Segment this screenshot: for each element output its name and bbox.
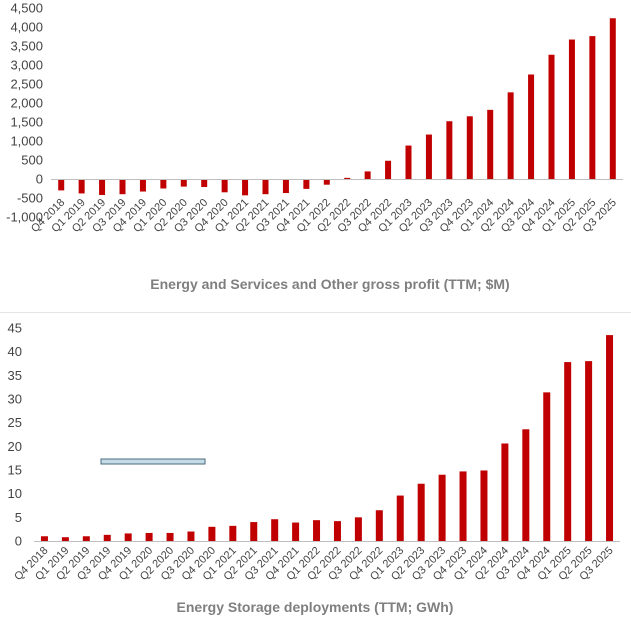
- y-tick-label: 10: [8, 486, 22, 501]
- bar: [396, 495, 404, 541]
- bar: [354, 517, 362, 541]
- bar: [425, 134, 432, 179]
- bar: [364, 171, 371, 179]
- y-tick-label: 2,500: [10, 77, 43, 92]
- y-tick-label: 5: [15, 510, 22, 525]
- bar: [438, 474, 446, 541]
- bar: [501, 443, 509, 541]
- bar: [589, 36, 596, 180]
- bar: [405, 145, 412, 179]
- bar: [568, 39, 575, 179]
- y-tick-label: 4,000: [10, 20, 43, 35]
- bar: [543, 392, 551, 541]
- bar: [61, 537, 69, 541]
- bar: [466, 116, 473, 179]
- y-tick-label: 1,000: [10, 134, 43, 149]
- bar: [119, 179, 126, 195]
- bar: [446, 121, 453, 179]
- bar: [99, 179, 106, 195]
- bar: [40, 536, 48, 541]
- bar: [82, 536, 90, 541]
- bar: [344, 177, 351, 179]
- bar: [103, 534, 111, 541]
- bar: [313, 520, 321, 541]
- bar: [417, 483, 425, 541]
- bar: [58, 179, 65, 191]
- gross-profit-chart: -1,000 -500 0 500 1,000 1,500 2,000 2,500 3,000 3…: [6, 1, 623, 292]
- bar: [480, 470, 488, 541]
- y-axis-ticks: 0 5 10 15 20 25 30 35 40 45: [8, 321, 22, 549]
- bar: [585, 361, 593, 541]
- y-tick-label: 25: [8, 415, 22, 430]
- bar: [78, 179, 85, 194]
- bar: [487, 109, 494, 179]
- bar: [208, 526, 216, 541]
- y-tick-label: 20: [8, 439, 22, 454]
- y-tick-label: 2,000: [10, 96, 43, 111]
- bar: [201, 179, 208, 187]
- bar: [292, 522, 300, 541]
- y-axis-ticks: -1,000 -500 0 500 1,000 1,500 2,000 2,500 3,000 3…: [6, 1, 43, 225]
- bar: [459, 471, 467, 541]
- bar: [262, 179, 269, 195]
- y-tick-label: 500: [21, 153, 43, 168]
- y-tick-label: 0: [36, 172, 43, 187]
- y-tick-label: 3,500: [10, 39, 43, 54]
- y-tick-label: -500: [17, 191, 43, 206]
- y-tick-label: 35: [8, 368, 22, 383]
- bar: [242, 179, 249, 196]
- y-tick-label: -1,000: [6, 210, 43, 225]
- chart-title: Energy and Services and Other gross prof…: [150, 276, 509, 292]
- y-tick-label: 0: [15, 534, 22, 549]
- y-tick-label: 4,500: [10, 1, 43, 16]
- bar: [139, 179, 146, 192]
- y-tick-label: 3,000: [10, 58, 43, 73]
- bars: [58, 18, 616, 196]
- y-tick-label: 15: [8, 463, 22, 478]
- bar: [303, 179, 310, 189]
- bar: [160, 179, 167, 189]
- bars: [40, 335, 614, 541]
- bar: [124, 533, 132, 541]
- bar: [548, 54, 555, 179]
- bar: [282, 179, 289, 194]
- y-tick-label: 30: [8, 392, 22, 407]
- y-tick-label: 1,500: [10, 115, 43, 130]
- bar: [606, 335, 614, 541]
- bar: [564, 362, 572, 541]
- legend-swatch: [100, 458, 206, 465]
- bar: [323, 179, 330, 185]
- bar: [375, 510, 383, 541]
- bar: [528, 74, 535, 179]
- bar: [229, 525, 237, 541]
- bar: [145, 532, 153, 541]
- bar: [250, 522, 258, 541]
- bar: [609, 18, 616, 180]
- y-tick-label: 40: [8, 344, 22, 359]
- bar: [333, 521, 341, 541]
- bar: [166, 532, 174, 541]
- bar: [507, 92, 514, 179]
- bar: [180, 179, 187, 187]
- bar: [271, 519, 279, 541]
- y-tick-label: 45: [8, 321, 22, 336]
- bar: [221, 179, 228, 193]
- chart-title: Energy Storage deployments (TTM; GWh): [177, 599, 454, 615]
- bar: [385, 160, 392, 179]
- bar: [522, 429, 530, 541]
- bar: [187, 531, 195, 541]
